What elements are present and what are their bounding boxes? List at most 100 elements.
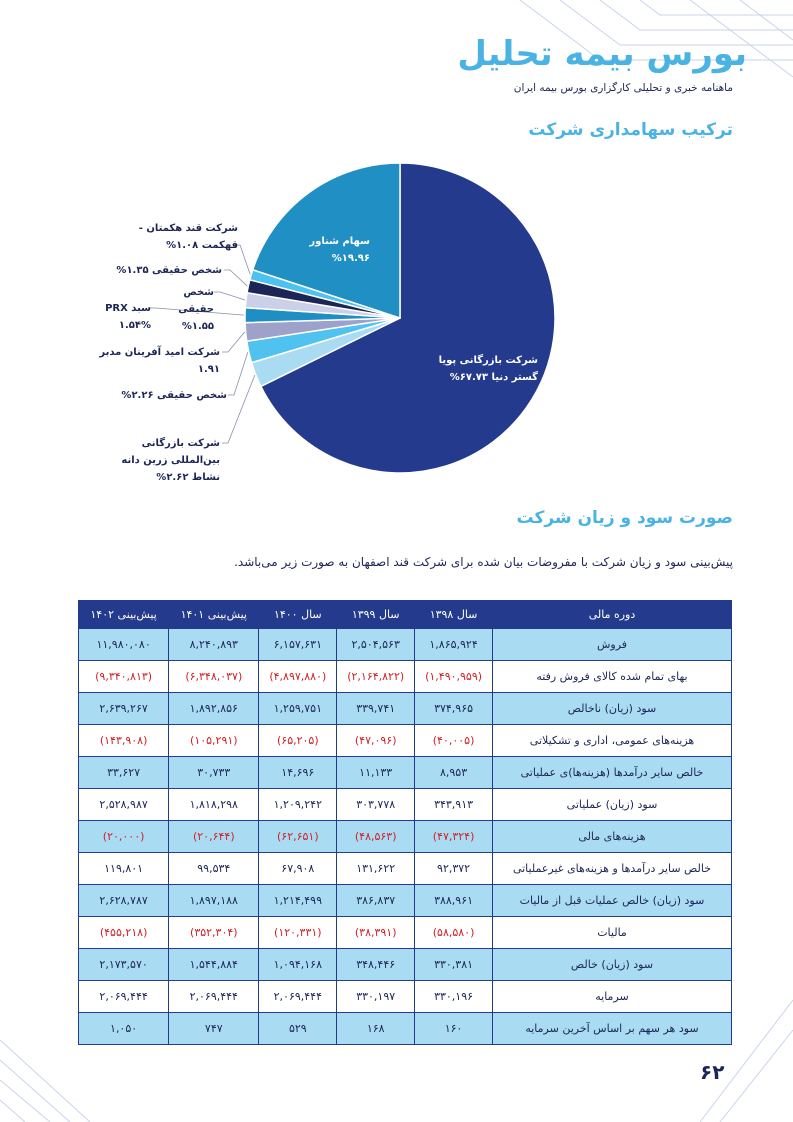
table-cell: (۲۰,۶۴۴) bbox=[168, 820, 260, 853]
table-cell: ۸,۲۴۰,۸۹۳ bbox=[168, 628, 260, 661]
table-cell: ۳۷۴,۹۶۵ bbox=[414, 692, 493, 725]
deco-line bbox=[689, 0, 793, 78]
table-cell: (۵۸,۵۸۰) bbox=[414, 916, 493, 949]
table-cell: (۶۵,۲۰۵) bbox=[258, 724, 338, 757]
table-cell: (۲,۱۶۴,۸۲۲) bbox=[336, 660, 416, 693]
slice-name: شرکت امید آفرینان مدبر bbox=[99, 347, 220, 358]
table-cell: ۳۳,۶۲۷ bbox=[77, 756, 170, 789]
table-cell: (۱۴۳,۹۰۸) bbox=[77, 724, 170, 757]
table-cell: ۹۲,۳۷۲ bbox=[414, 852, 493, 885]
pie-chart bbox=[150, 162, 556, 474]
table-row: خالص سایر درآمدها (هزینه‌ها)ی عملیاتی ۸,۹… bbox=[77, 756, 732, 789]
deco-line bbox=[639, 0, 793, 16]
table-cell: ۲,۵۲۸,۹۸۷ bbox=[77, 788, 170, 821]
deco-line bbox=[599, 0, 793, 31]
slice-name: شخص حقیقی bbox=[178, 287, 214, 315]
pie-slice bbox=[259, 162, 556, 474]
slice-value: ۱.۹۱ bbox=[197, 364, 220, 375]
section-title: صورت سود و زیان شرکت bbox=[516, 508, 733, 528]
table-cell: ۳۳۰,۱۹۷ bbox=[336, 980, 416, 1013]
table-cell: ۳۰,۷۳۳ bbox=[168, 756, 260, 789]
slice-label: سهام شناور ۱۹.۹۶% bbox=[270, 233, 370, 267]
table-cell: ۶۷,۹۰۸ bbox=[258, 852, 338, 885]
slice-name: سبد PRX bbox=[105, 303, 151, 314]
slice-label: شرکت امید آفرینان مدبر ۱.۹۱ bbox=[95, 344, 220, 378]
table-row: سود (زیان) عملیاتی ۳۴۳,۹۱۳ ۳۰۳,۷۷۸ ۱,۲۰۹,۲۴… bbox=[77, 788, 732, 821]
slice-label: شخص حقیقی ۱.۵۵% bbox=[170, 284, 214, 335]
leader-line bbox=[224, 269, 248, 287]
header-cell: دوره مالی bbox=[492, 600, 732, 629]
deco-line bbox=[0, 1079, 51, 1122]
slice-value: ۱.۵۴% bbox=[118, 320, 151, 331]
table-cell: ۹۹,۵۳۴ bbox=[168, 852, 260, 885]
table-cell: سود (زیان) خالص عملیات قبل از مالیات bbox=[492, 884, 732, 917]
table-cell: (۱۲۰,۳۳۱) bbox=[258, 916, 338, 949]
slice-name: شرکت قند هکمتان - قهکمت bbox=[138, 223, 238, 251]
header-cell: پیش‌بینی ۱۴۰۲ bbox=[77, 600, 170, 629]
table-cell: ۱,۲۱۴,۴۹۹ bbox=[258, 884, 338, 917]
deco-line bbox=[0, 1039, 91, 1122]
table-cell: ۶,۱۵۷,۶۳۱ bbox=[258, 628, 338, 661]
deco-line bbox=[0, 1059, 71, 1122]
table-cell: ۳۸۶,۸۳۷ bbox=[336, 884, 416, 917]
table-row: بهای تمام شده کالای فروش رفته (۱,۴۹۰,۹۵۹)… bbox=[77, 660, 732, 693]
table-cell: ۱,۸۶۵,۹۲۴ bbox=[414, 628, 493, 661]
slice-value: ۱.۰۸% bbox=[166, 240, 199, 251]
slice-label: شرکت بازرگانی پویا گستر دنیا ۶۷.۷۳% bbox=[430, 352, 538, 386]
slice-label: سبد PRX ۱.۵۴% bbox=[85, 300, 151, 334]
table-row: هزینه‌های عمومی، اداری و تشکیلاتی (۴۰,۰۰۵… bbox=[77, 724, 732, 757]
table-cell: بهای تمام شده کالای فروش رفته bbox=[492, 660, 732, 693]
slice-name: شرکت بازرگانی بین‌المللی زرین دانه نشاط bbox=[121, 438, 220, 483]
table-cell: ۱۶۸ bbox=[336, 1012, 416, 1045]
table-cell: ۸,۹۵۳ bbox=[414, 756, 493, 789]
table-cell: ۲,۰۶۹,۴۴۴ bbox=[258, 980, 338, 1013]
deco-line bbox=[519, 0, 793, 61]
table-cell: ۱,۵۴۴,۸۸۴ bbox=[168, 948, 260, 981]
table-cell: ۳۰۳,۷۷۸ bbox=[336, 788, 416, 821]
table-cell: سود هر سهم بر اساس آخرین سرمایه bbox=[492, 1012, 732, 1045]
deco-line bbox=[739, 0, 793, 41]
slice-value: ۲.۶۲% bbox=[156, 472, 189, 483]
table-cell: ۱,۲۵۹,۷۵۱ bbox=[258, 692, 338, 725]
table-row: فروش ۱,۸۶۵,۹۲۴ ۲,۵۰۴,۵۶۳ ۶,۱۵۷,۶۳۱ ۸,۲۴۰,۸۹۳… bbox=[77, 628, 732, 661]
header-cell: سال ۱۳۹۹ bbox=[336, 600, 416, 629]
table-cell: (۴۷,۳۲۴) bbox=[414, 820, 493, 853]
table-row: سرمایه ۳۳۰,۱۹۶ ۳۳۰,۱۹۷ ۲,۰۶۹,۴۴۴ ۲,۰۶۹,۴۴۴ ۲,… bbox=[77, 980, 732, 1013]
leader-line bbox=[222, 331, 245, 353]
table-cell: ۳۴۸,۴۴۶ bbox=[336, 948, 416, 981]
leader-line bbox=[234, 244, 251, 275]
table-cell: ۱,۰۹۴,۱۶۸ bbox=[258, 948, 338, 981]
slice-name: شخص حقیقی bbox=[157, 390, 227, 401]
table-cell: ۱,۰۵۰ bbox=[77, 1012, 170, 1045]
table-cell: ۳۳۹,۷۴۱ bbox=[336, 692, 416, 725]
table-cell: (۶۲,۶۵۱) bbox=[258, 820, 338, 853]
table-cell: ۵۲۹ bbox=[258, 1012, 338, 1045]
table-cell: ۱۶۰ bbox=[414, 1012, 493, 1045]
table-cell: خالص سایر درآمدها و هزینه‌های غیرعملیاتی bbox=[492, 852, 732, 885]
table-cell: ۱۴,۶۹۶ bbox=[258, 756, 338, 789]
slice-label: شرکت قند هکمتان - قهکمت ۱.۰۸% bbox=[120, 220, 238, 254]
table-cell: سود (زیان) خالص bbox=[492, 948, 732, 981]
deco-line bbox=[559, 0, 793, 46]
header-cell: سال ۱۴۰۰ bbox=[258, 600, 338, 629]
table-cell: ۳۳۰,۱۹۶ bbox=[414, 980, 493, 1013]
section-title: ترکیب سهامداری شرکت bbox=[528, 120, 733, 140]
slice-label: شخص حقیقی ۱.۳۵% bbox=[100, 262, 222, 279]
table-cell: ۱,۸۱۸,۲۹۸ bbox=[168, 788, 260, 821]
pie-slice bbox=[251, 162, 401, 320]
table-cell: (۹,۳۴۰,۸۱۳) bbox=[77, 660, 170, 693]
income-table: دوره مالی سال ۱۳۹۸ سال ۱۳۹۹ سال ۱۴۰۰ پیش‌بین… bbox=[77, 600, 732, 1045]
page-number: ۶۲ bbox=[700, 1060, 725, 1084]
table-cell: فروش bbox=[492, 628, 732, 661]
header-cell: پیش‌بینی ۱۴۰۱ bbox=[168, 600, 260, 629]
table-cell: (۴۰,۰۰۵) bbox=[414, 724, 493, 757]
slice-name: شخص حقیقی bbox=[152, 265, 222, 276]
table-cell: سود (زیان) عملیاتی bbox=[492, 788, 732, 821]
table-cell: سود (زیان) ناخالص bbox=[492, 692, 732, 725]
table-row: سود هر سهم بر اساس آخرین سرمایه ۱۶۰ ۱۶۸ ۵۲۹… bbox=[77, 1012, 732, 1045]
slice-label: شخص حقیقی ۲.۲۶% bbox=[120, 387, 227, 404]
table-cell: سرمایه bbox=[492, 980, 732, 1013]
